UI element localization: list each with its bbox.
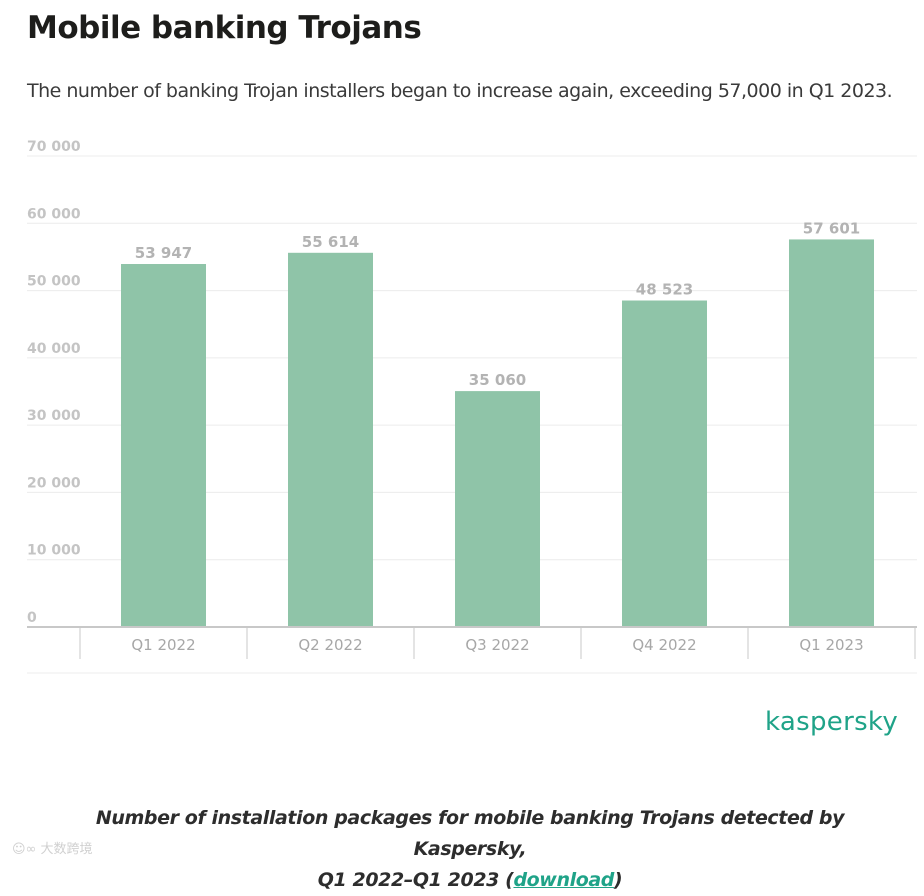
x-tick-label: Q1 2022 [131, 636, 195, 654]
y-tick-label: 50 000 [27, 274, 81, 290]
download-link[interactable]: download [513, 869, 614, 891]
chart-subtitle: The number of banking Trojan installers … [27, 80, 893, 102]
y-tick-label: 10 000 [27, 543, 81, 559]
x-tick-label: Q1 2023 [799, 636, 863, 654]
y-tick-label: 70 000 [27, 139, 81, 155]
caption-line2-prefix: Q1 2022–Q1 2023 ( [317, 869, 514, 891]
chart-title: Mobile banking Trojans [27, 10, 422, 46]
watermark-logo-icon: ☺∞ [12, 842, 37, 857]
data-label: 55 614 [302, 233, 359, 251]
bar [622, 300, 707, 627]
y-tick-label: 0 [27, 610, 37, 626]
y-tick-label: 60 000 [27, 206, 81, 222]
bar-chart: 0 10 000 20 000 30 000 40 000 50 000 60 000 70 … [27, 139, 917, 674]
chart-caption: Number of installation packages for mobi… [40, 803, 900, 896]
y-tick-label: 20 000 [27, 475, 81, 491]
caption-line1: Number of installation packages for mobi… [95, 807, 845, 860]
data-label: 57 601 [803, 219, 860, 237]
watermark-text: 大数跨境 [40, 842, 93, 857]
data-label: 35 060 [469, 371, 526, 389]
data-label: 53 947 [135, 244, 192, 262]
x-tick-label: Q2 2022 [298, 636, 362, 654]
x-tick-label: Q4 2022 [632, 636, 696, 654]
kaspersky-logo: kaspersky [765, 707, 899, 737]
y-tick-label: 40 000 [27, 341, 81, 357]
watermark: ☺∞ 大数跨境 [12, 838, 93, 857]
y-tick-label: 30 000 [27, 408, 81, 424]
bar [288, 252, 373, 627]
caption-line2-suffix: ) [613, 869, 623, 891]
bar [455, 391, 540, 627]
x-tick-label: Q3 2022 [465, 636, 529, 654]
bar [121, 264, 206, 627]
bar [789, 239, 874, 627]
data-label: 48 523 [636, 281, 693, 299]
